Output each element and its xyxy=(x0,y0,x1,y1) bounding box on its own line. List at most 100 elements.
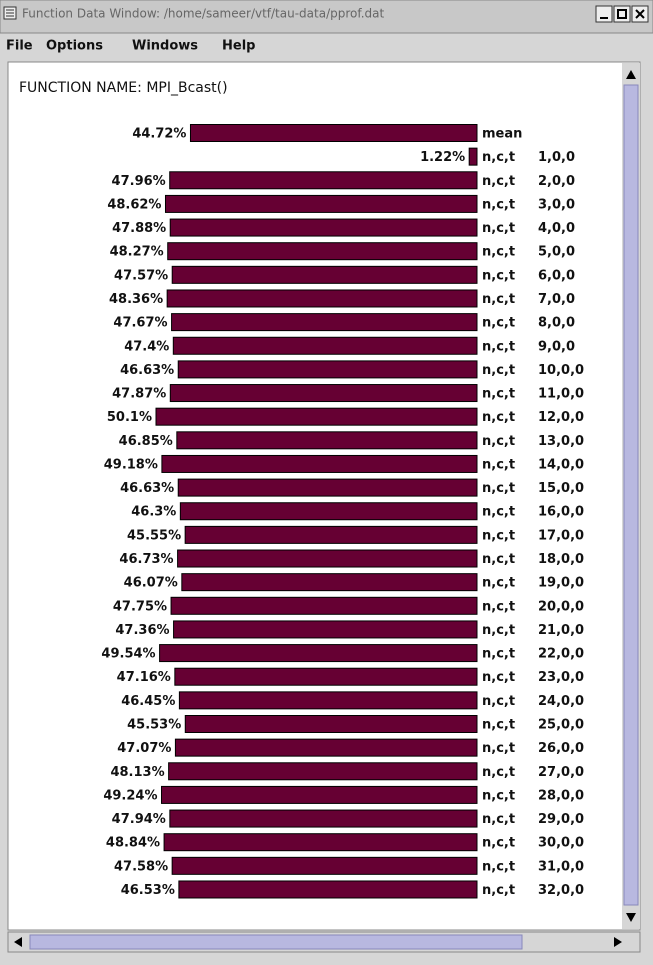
bar xyxy=(179,502,478,521)
bar xyxy=(161,454,478,473)
value-label: 47.87% xyxy=(112,387,166,402)
bar xyxy=(184,715,478,733)
bar xyxy=(155,407,478,426)
value-label: 47.94% xyxy=(112,812,166,827)
menu-item[interactable]: Windows xyxy=(132,39,198,54)
value-label: 46.07% xyxy=(124,576,178,591)
thread-id: 1,0,0 xyxy=(538,150,575,165)
value-label: 50.1% xyxy=(107,410,152,425)
row-label: n,c,t xyxy=(482,599,515,614)
row-label: n,c,t xyxy=(482,457,515,472)
menu-bar: File Options Windows Help xyxy=(6,39,255,54)
row-label: n,c,t xyxy=(482,552,515,567)
thread-id: 20,0,0 xyxy=(538,599,584,614)
bar xyxy=(170,596,478,615)
bar xyxy=(159,644,478,663)
vertical-scrollbar[interactable] xyxy=(622,63,640,929)
value-label: 47.88% xyxy=(112,221,166,236)
row-label: n,c,t xyxy=(482,812,515,827)
value-label: 47.58% xyxy=(114,859,168,874)
thread-id: 24,0,0 xyxy=(538,694,584,709)
thread-id: 22,0,0 xyxy=(538,647,584,662)
row-label: n,c,t xyxy=(482,505,515,520)
bar xyxy=(171,265,478,284)
bar xyxy=(184,525,478,544)
row-label: n,c,t xyxy=(482,528,515,543)
window-icon xyxy=(3,6,17,20)
window-buttons[interactable] xyxy=(595,5,649,23)
thread-id: 21,0,0 xyxy=(538,623,584,638)
value-label: 47.96% xyxy=(112,174,166,189)
value-label: 47.75% xyxy=(113,599,167,614)
row-label: n,c,t xyxy=(482,883,515,898)
row-label: n,c,t xyxy=(482,410,515,425)
thread-id: 30,0,0 xyxy=(538,836,584,851)
thread-id: 3,0,0 xyxy=(538,197,575,212)
value-label: 45.55% xyxy=(127,528,181,543)
thread-id: 18,0,0 xyxy=(538,552,584,567)
row-label: n,c,t xyxy=(482,670,515,685)
bar xyxy=(168,762,478,781)
thread-id: 4,0,0 xyxy=(538,221,575,236)
thread-id: 16,0,0 xyxy=(538,505,584,520)
bar xyxy=(171,313,478,332)
thread-id: 26,0,0 xyxy=(538,741,584,756)
value-label: 47.67% xyxy=(113,316,167,331)
bar xyxy=(161,785,478,804)
row-label: n,c,t xyxy=(482,387,515,402)
window-title: Function Data Window: /home/sameer/vtf/t… xyxy=(22,7,385,21)
bar xyxy=(181,573,478,592)
value-label: 48.36% xyxy=(109,292,163,307)
bar xyxy=(177,549,478,568)
row-label: n,c,t xyxy=(482,647,515,662)
thread-id: 31,0,0 xyxy=(538,859,584,874)
row-label: n,c,t xyxy=(482,221,515,236)
row-label: n,c,t xyxy=(482,268,515,283)
thread-id: 23,0,0 xyxy=(538,670,584,685)
menu-item[interactable]: Options xyxy=(46,39,103,54)
value-label: 47.4% xyxy=(124,339,169,354)
row-label: n,c,t xyxy=(482,434,515,449)
thread-id: 28,0,0 xyxy=(538,788,584,803)
row-label: n,c,t xyxy=(482,245,515,260)
thread-id: 2,0,0 xyxy=(538,174,575,189)
bar xyxy=(169,218,478,237)
bar xyxy=(164,194,478,213)
value-label: 49.24% xyxy=(103,788,157,803)
bar xyxy=(167,242,478,261)
horizontal-scrollbar[interactable] xyxy=(7,931,641,953)
thread-id: 19,0,0 xyxy=(538,576,584,591)
value-label: 46.63% xyxy=(120,363,174,378)
value-label: 48.62% xyxy=(107,197,161,212)
value-label: 44.72% xyxy=(132,127,186,142)
value-label: 48.27% xyxy=(110,245,164,260)
value-label: 1.22% xyxy=(420,150,465,165)
value-label: 47.36% xyxy=(115,623,169,638)
value-label: 48.13% xyxy=(110,765,164,780)
value-label: 47.16% xyxy=(117,670,171,685)
menu-item[interactable]: Help xyxy=(222,39,255,54)
value-label: 46.3% xyxy=(131,505,176,520)
bar xyxy=(166,289,478,308)
row-label: n,c,t xyxy=(482,363,515,378)
row-label: n,c,t xyxy=(482,339,515,354)
bar xyxy=(177,360,478,379)
row-label: n,c,t xyxy=(482,576,515,591)
row-label: n,c,t xyxy=(482,316,515,331)
bar xyxy=(173,620,478,639)
row-label: n,c,t xyxy=(482,481,515,496)
value-label: 46.73% xyxy=(119,552,173,567)
bar xyxy=(468,147,478,166)
value-label: 47.07% xyxy=(117,741,171,756)
value-label: 46.85% xyxy=(119,434,173,449)
row-label: n,c,t xyxy=(482,859,515,874)
thread-id: 27,0,0 xyxy=(538,765,584,780)
bar xyxy=(169,809,478,828)
row-label: n,c,t xyxy=(482,765,515,780)
menu-item[interactable]: File xyxy=(6,39,33,54)
thread-id: 10,0,0 xyxy=(538,363,584,378)
row-label: n,c,t xyxy=(482,292,515,307)
thread-id: 29,0,0 xyxy=(538,812,584,827)
value-label: 47.57% xyxy=(114,268,168,283)
